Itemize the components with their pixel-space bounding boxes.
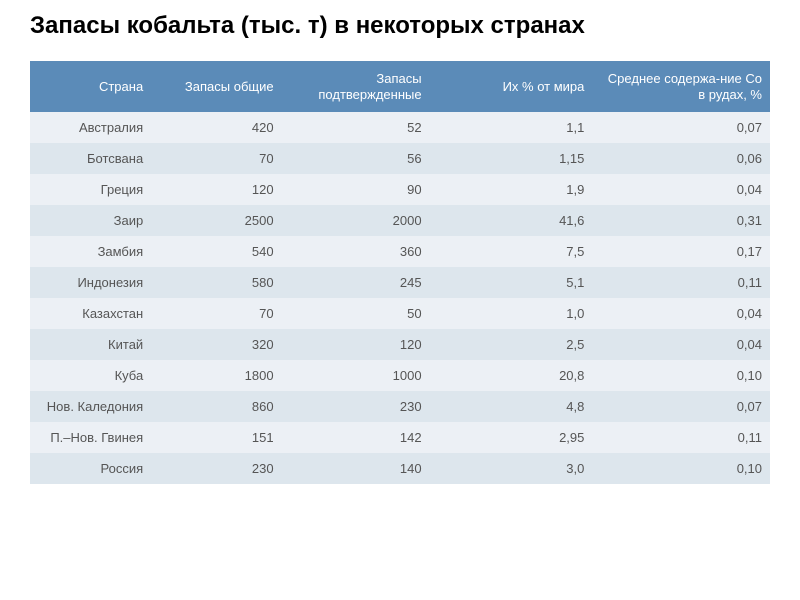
cell-percent: 1,15 xyxy=(430,143,593,174)
table-row: Россия 230 140 3,0 0,10 xyxy=(30,453,770,484)
cell-confirmed: 56 xyxy=(282,143,430,174)
cell-total: 70 xyxy=(163,298,281,329)
table-row: Нов. Каледония 860 230 4,8 0,07 xyxy=(30,391,770,422)
cell-country: Заир xyxy=(30,205,163,236)
col-header-confirmed: Запасы подтвержденные xyxy=(282,61,430,112)
cell-percent: 41,6 xyxy=(430,205,593,236)
table-row: Замбия 540 360 7,5 0,17 xyxy=(30,236,770,267)
cell-content: 0,04 xyxy=(592,329,770,360)
table-row: П.–Нов. Гвинея 151 142 2,95 0,11 xyxy=(30,422,770,453)
col-header-country: Страна xyxy=(30,61,163,112)
cell-country: Куба xyxy=(30,360,163,391)
cell-country: Австралия xyxy=(30,112,163,143)
col-header-total: Запасы общие xyxy=(163,61,281,112)
cell-content: 0,04 xyxy=(592,298,770,329)
table-container: Страна Запасы общие Запасы подтвержденны… xyxy=(0,61,800,484)
cell-percent: 1,0 xyxy=(430,298,593,329)
cell-confirmed: 2000 xyxy=(282,205,430,236)
cell-percent: 3,0 xyxy=(430,453,593,484)
cell-total: 70 xyxy=(163,143,281,174)
table-row: Индонезия 580 245 5,1 0,11 xyxy=(30,267,770,298)
cell-content: 0,10 xyxy=(592,453,770,484)
cell-country: Китай xyxy=(30,329,163,360)
cell-total: 120 xyxy=(163,174,281,205)
cell-percent: 20,8 xyxy=(430,360,593,391)
cell-percent: 2,95 xyxy=(430,422,593,453)
cell-country: Нов. Каледония xyxy=(30,391,163,422)
cell-total: 1800 xyxy=(163,360,281,391)
cell-total: 580 xyxy=(163,267,281,298)
table-row: Греция 120 90 1,9 0,04 xyxy=(30,174,770,205)
cell-content: 0,11 xyxy=(592,422,770,453)
table-header-row: Страна Запасы общие Запасы подтвержденны… xyxy=(30,61,770,112)
cell-content: 0,04 xyxy=(592,174,770,205)
cell-percent: 4,8 xyxy=(430,391,593,422)
cell-confirmed: 1000 xyxy=(282,360,430,391)
cell-percent: 2,5 xyxy=(430,329,593,360)
table-row: Заир 2500 2000 41,6 0,31 xyxy=(30,205,770,236)
cell-content: 0,11 xyxy=(592,267,770,298)
cell-confirmed: 52 xyxy=(282,112,430,143)
cell-percent: 1,9 xyxy=(430,174,593,205)
cell-country: Греция xyxy=(30,174,163,205)
cell-content: 0,07 xyxy=(592,112,770,143)
cell-total: 540 xyxy=(163,236,281,267)
cell-total: 230 xyxy=(163,453,281,484)
page-title: Запасы кобальта (тыс. т) в некоторых стр… xyxy=(0,0,800,61)
cell-total: 420 xyxy=(163,112,281,143)
cell-country: П.–Нов. Гвинея xyxy=(30,422,163,453)
table-row: Китай 320 120 2,5 0,04 xyxy=(30,329,770,360)
cell-country: Россия xyxy=(30,453,163,484)
cell-country: Индонезия xyxy=(30,267,163,298)
cell-confirmed: 230 xyxy=(282,391,430,422)
cell-confirmed: 140 xyxy=(282,453,430,484)
cell-content: 0,06 xyxy=(592,143,770,174)
cell-percent: 5,1 xyxy=(430,267,593,298)
col-header-percent: Их % от мира xyxy=(430,61,593,112)
cell-country: Казахстан xyxy=(30,298,163,329)
col-header-content: Среднее содержа-ние Co в рудах, % xyxy=(592,61,770,112)
cell-percent: 7,5 xyxy=(430,236,593,267)
cell-confirmed: 245 xyxy=(282,267,430,298)
cell-content: 0,10 xyxy=(592,360,770,391)
cell-content: 0,17 xyxy=(592,236,770,267)
cobalt-reserves-table: Страна Запасы общие Запасы подтвержденны… xyxy=(30,61,770,484)
cell-total: 151 xyxy=(163,422,281,453)
cell-confirmed: 90 xyxy=(282,174,430,205)
cell-confirmed: 120 xyxy=(282,329,430,360)
table-row: Австралия 420 52 1,1 0,07 xyxy=(30,112,770,143)
cell-country: Замбия xyxy=(30,236,163,267)
cell-confirmed: 142 xyxy=(282,422,430,453)
cell-content: 0,31 xyxy=(592,205,770,236)
cell-total: 860 xyxy=(163,391,281,422)
cell-percent: 1,1 xyxy=(430,112,593,143)
cell-confirmed: 50 xyxy=(282,298,430,329)
table-row: Ботсвана 70 56 1,15 0,06 xyxy=(30,143,770,174)
cell-total: 320 xyxy=(163,329,281,360)
cell-total: 2500 xyxy=(163,205,281,236)
cell-content: 0,07 xyxy=(592,391,770,422)
cell-country: Ботсвана xyxy=(30,143,163,174)
table-row: Куба 1800 1000 20,8 0,10 xyxy=(30,360,770,391)
table-body: Австралия 420 52 1,1 0,07 Ботсвана 70 56… xyxy=(30,112,770,484)
table-row: Казахстан 70 50 1,0 0,04 xyxy=(30,298,770,329)
cell-confirmed: 360 xyxy=(282,236,430,267)
